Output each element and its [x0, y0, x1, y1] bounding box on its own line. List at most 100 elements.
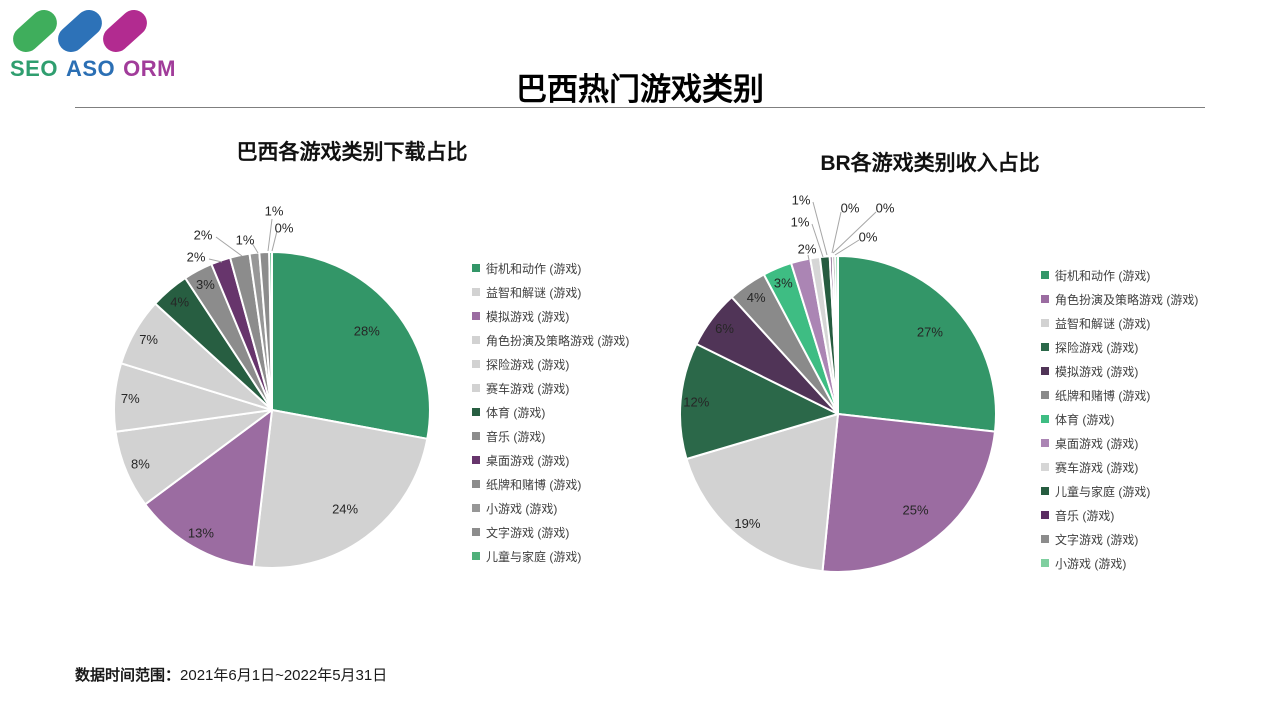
- legend-item[interactable]: 街机和动作 (游戏): [472, 256, 687, 280]
- legend-color-chip: [1041, 439, 1049, 447]
- legend-item[interactable]: 纸牌和赌博 (游戏): [1041, 383, 1256, 407]
- legend-item[interactable]: 文字游戏 (游戏): [1041, 527, 1256, 551]
- legend-color-chip: [1041, 319, 1049, 327]
- legend-label: 桌面游戏 (游戏): [486, 453, 570, 468]
- legend-item[interactable]: 桌面游戏 (游戏): [1041, 431, 1256, 455]
- legend-label: 模拟游戏 (游戏): [1055, 364, 1139, 379]
- legend-color-chip: [472, 408, 480, 416]
- legend-item[interactable]: 探险游戏 (游戏): [1041, 335, 1256, 359]
- label-leader-line: [208, 258, 223, 263]
- data-range-label: 数据时间范围：: [75, 667, 181, 684]
- legend-item[interactable]: 街机和动作 (游戏): [1041, 263, 1256, 287]
- data-range-value: 2021年6月1日~2022年5月31日: [180, 667, 388, 684]
- legend-label: 益智和解谜 (游戏): [486, 285, 582, 300]
- legend-color-chip: [472, 504, 480, 512]
- legend-item[interactable]: 音乐 (游戏): [472, 424, 687, 448]
- legend-color-chip: [472, 528, 480, 536]
- pie-slice[interactable]: 角色扮演及策略游戏 (游戏): 25%: [821, 413, 996, 573]
- pie-slice[interactable]: 益智和解谜 (游戏): 19%: [685, 413, 839, 573]
- legend-item[interactable]: 益智和解谜 (游戏): [472, 280, 687, 304]
- legend-item[interactable]: 桌面游戏 (游戏): [472, 448, 687, 472]
- legend-label: 纸牌和赌博 (游戏): [486, 477, 582, 492]
- legend-item[interactable]: 纸牌和赌博 (游戏): [472, 472, 687, 496]
- slice-value-label: 13%: [188, 526, 214, 541]
- legend-color-chip: [1041, 487, 1049, 495]
- slice-value-label: 7%: [139, 332, 158, 347]
- legend-color-chip: [1041, 343, 1049, 351]
- legend-item[interactable]: 赛车游戏 (游戏): [1041, 455, 1256, 479]
- legend-label: 文字游戏 (游戏): [486, 525, 570, 540]
- slice-value-label: 7%: [121, 391, 140, 406]
- legend-color-chip: [1041, 511, 1049, 519]
- logo-word-orm: ORM: [123, 56, 176, 81]
- legend-item[interactable]: 小游戏 (游戏): [472, 496, 687, 520]
- legend-color-chip: [1041, 535, 1049, 543]
- revenue-chart-title: BR各游戏类别收入占比: [820, 152, 1040, 175]
- legend-color-chip: [472, 480, 480, 488]
- download-share-pie-chart[interactable]: 街机和动作 (游戏): 28%益智和解谜 (游戏): 24%模拟游戏 (游戏):…: [82, 185, 462, 585]
- pie-slice[interactable]: 街机和动作 (游戏): 27%: [837, 255, 997, 433]
- revenue-share-pie-chart[interactable]: 街机和动作 (游戏): 27%角色扮演及策略游戏 (游戏): 25%益智和解谜 …: [648, 189, 1028, 589]
- slice-value-label: 19%: [734, 516, 760, 531]
- legend-label: 桌面游戏 (游戏): [1055, 436, 1139, 451]
- legend-item[interactable]: 赛车游戏 (游戏): [472, 376, 687, 400]
- legend-item[interactable]: 探险游戏 (游戏): [472, 352, 687, 376]
- page-title: 巴西热门游戏类别: [516, 72, 764, 107]
- legend-label: 益智和解谜 (游戏): [1055, 316, 1151, 331]
- legend-label: 探险游戏 (游戏): [486, 357, 570, 372]
- legend-label: 赛车游戏 (游戏): [1055, 460, 1139, 475]
- legend-item[interactable]: 角色扮演及策略游戏 (游戏): [472, 328, 687, 352]
- legend-item[interactable]: 益智和解谜 (游戏): [1041, 311, 1256, 335]
- slice-value-label: 27%: [917, 324, 943, 339]
- slice-value-label: 2%: [187, 250, 206, 265]
- legend-item[interactable]: 文字游戏 (游戏): [472, 520, 687, 544]
- legend-item[interactable]: 模拟游戏 (游戏): [1041, 359, 1256, 383]
- slice-value-label: 2%: [798, 242, 817, 257]
- legend-label: 纸牌和赌博 (游戏): [1055, 388, 1151, 403]
- label-leader-line: [267, 218, 273, 252]
- legend-label: 角色扮演及策略游戏 (游戏): [486, 333, 630, 348]
- legend-item[interactable]: 小游戏 (游戏): [1041, 551, 1256, 575]
- slice-value-label: 4%: [170, 294, 189, 309]
- label-leader-line: [271, 230, 278, 252]
- pie-slice[interactable]: 儿童与家庭 (游戏): 0%: [268, 250, 273, 411]
- legend-item[interactable]: 儿童与家庭 (游戏): [472, 544, 687, 568]
- slice-value-label: 1%: [265, 204, 284, 219]
- legend-label: 小游戏 (游戏): [1055, 556, 1127, 571]
- logo-bar-green: [7, 4, 63, 58]
- slice-value-label: 0%: [859, 230, 878, 245]
- logo-word-seo: SEO: [10, 56, 58, 81]
- logo: SEO ASO ORM: [7, 4, 183, 82]
- pie-slice[interactable]: 模拟游戏 (游戏): 13%: [144, 409, 273, 568]
- label-leader-line: [831, 211, 842, 254]
- legend-label: 赛车游戏 (游戏): [486, 381, 570, 396]
- slice-value-label: 4%: [747, 290, 766, 305]
- legend-color-chip: [472, 456, 480, 464]
- pie-slice[interactable]: 益智和解谜 (游戏): 24%: [252, 409, 429, 569]
- legend-label: 街机和动作 (游戏): [486, 261, 582, 276]
- legend-item[interactable]: 体育 (游戏): [472, 400, 687, 424]
- legend-item[interactable]: 角色扮演及策略游戏 (游戏): [1041, 287, 1256, 311]
- logo-word-aso: ASO: [65, 56, 116, 81]
- legend-item[interactable]: 儿童与家庭 (游戏): [1041, 479, 1256, 503]
- legend-item[interactable]: 音乐 (游戏): [1041, 503, 1256, 527]
- slice-value-label: 0%: [876, 201, 895, 216]
- legend-item[interactable]: 体育 (游戏): [1041, 407, 1256, 431]
- slice-value-label: 1%: [236, 233, 255, 248]
- legend-label: 音乐 (游戏): [486, 429, 546, 444]
- legend-item[interactable]: 模拟游戏 (游戏): [472, 304, 687, 328]
- label-leader-line: [807, 254, 810, 261]
- pie-slice[interactable]: 探险游戏 (游戏): 12%: [679, 343, 839, 460]
- slice-value-label: 28%: [354, 324, 380, 339]
- legend-label: 儿童与家庭 (游戏): [486, 549, 582, 564]
- pie-slice[interactable]: 街机和动作 (游戏): 28%: [271, 251, 431, 440]
- pie-slice[interactable]: 小游戏 (游戏): 0%: [834, 254, 839, 415]
- legend-label: 角色扮演及策略游戏 (游戏): [1055, 292, 1199, 307]
- slice-value-label: 8%: [131, 456, 150, 471]
- legend-color-chip: [1041, 391, 1049, 399]
- legend-label: 文字游戏 (游戏): [1055, 532, 1139, 547]
- slice-value-label: 1%: [792, 193, 811, 208]
- logo-bar-blue: [52, 4, 108, 58]
- legend-color-chip: [1041, 367, 1049, 375]
